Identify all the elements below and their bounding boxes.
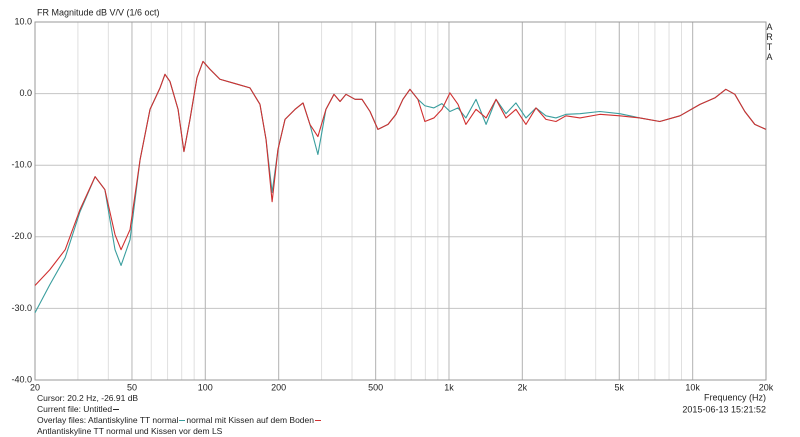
legend-label: normal mit Kissen auf dem Boden	[186, 415, 314, 425]
footer: Cursor: 20.2 Hz, -26.91 dB Current file:…	[37, 393, 322, 437]
chart-title: FR Magnitude dB V/V (1/6 oct)	[37, 7, 160, 17]
overlay-label: Overlay files:	[37, 415, 87, 425]
series-line	[34, 60, 767, 313]
x-tick-label: 20k	[759, 382, 774, 392]
y-tick-label: -40.0	[11, 374, 32, 384]
current-file: Current file: Untitled	[37, 404, 322, 415]
x-tick-label: 2k	[518, 382, 528, 392]
plot-frame	[34, 21, 767, 381]
x-tick-label: 50	[127, 382, 137, 392]
x-tick-label: 500	[368, 382, 383, 392]
y-tick-label: 10.0	[14, 16, 32, 26]
x-tick-label: 200	[271, 382, 286, 392]
y-tick-label: -20.0	[11, 231, 32, 241]
dash	[113, 409, 120, 411]
overlay-extra: Antlantiskyline TT normal und Kissen vor…	[37, 426, 223, 436]
x-tick-label: 10k	[685, 382, 700, 392]
y-tick-label: 0.0	[19, 88, 32, 98]
x-axis-label: Frequency (Hz)	[704, 392, 766, 402]
current-file-text: Current file: Untitled	[37, 404, 113, 414]
x-tick-label: 5k	[615, 382, 625, 392]
timestamp: 2015-06-13 15:21:52	[682, 404, 766, 414]
series-line	[34, 60, 767, 286]
x-tick-label: 100	[198, 382, 213, 392]
cursor-info: Cursor: 20.2 Hz, -26.91 dB	[37, 393, 139, 403]
y-tick-label: -30.0	[11, 303, 32, 313]
y-tick-label: -10.0	[11, 160, 32, 170]
legend-label: Atlantiskyline TT normal	[88, 415, 179, 425]
x-tick-label: 20	[30, 382, 40, 392]
legend-swatch	[314, 420, 321, 422]
x-tick-label: 1k	[444, 382, 454, 392]
legend: Overlay files: Atlantiskyline TT normal n…	[37, 415, 322, 426]
legend-swatch	[179, 420, 186, 422]
brand: ARTA	[766, 22, 773, 62]
